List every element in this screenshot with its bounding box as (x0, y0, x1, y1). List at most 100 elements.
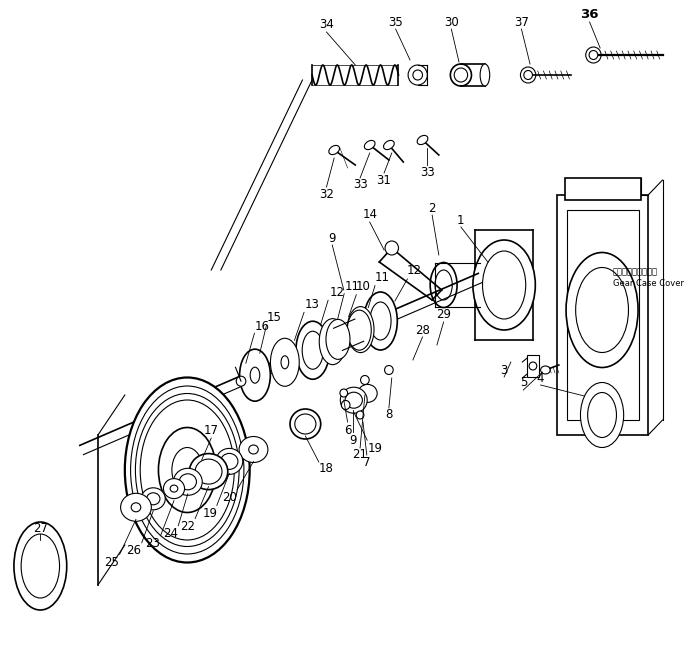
Bar (565, 178, 641, 200)
Ellipse shape (125, 377, 250, 562)
Ellipse shape (345, 392, 362, 408)
Ellipse shape (480, 64, 490, 86)
Ellipse shape (221, 453, 238, 470)
Text: 6: 6 (344, 424, 351, 436)
Ellipse shape (295, 414, 316, 434)
Text: 22: 22 (180, 520, 195, 533)
Ellipse shape (239, 436, 268, 462)
Ellipse shape (250, 367, 260, 383)
Text: 28: 28 (415, 323, 430, 336)
Ellipse shape (358, 385, 377, 402)
Ellipse shape (121, 493, 151, 521)
Ellipse shape (589, 50, 598, 59)
Ellipse shape (566, 253, 638, 368)
Text: 34: 34 (319, 18, 334, 31)
Ellipse shape (170, 485, 178, 492)
Ellipse shape (361, 375, 369, 385)
Ellipse shape (329, 146, 339, 155)
Ellipse shape (408, 65, 428, 85)
Text: 9: 9 (328, 232, 336, 244)
Ellipse shape (341, 400, 350, 409)
Text: 7: 7 (363, 456, 371, 468)
Ellipse shape (586, 47, 601, 63)
Text: 13: 13 (304, 298, 319, 311)
Ellipse shape (248, 445, 258, 454)
Ellipse shape (326, 319, 350, 359)
Ellipse shape (135, 394, 239, 547)
Ellipse shape (384, 366, 393, 375)
Ellipse shape (347, 307, 374, 353)
Ellipse shape (347, 310, 371, 350)
Text: 33: 33 (420, 167, 434, 180)
Ellipse shape (473, 240, 535, 330)
Ellipse shape (172, 447, 203, 492)
Ellipse shape (340, 387, 367, 413)
Ellipse shape (131, 503, 141, 512)
Text: 4: 4 (537, 372, 544, 385)
Text: 21: 21 (353, 449, 368, 462)
Ellipse shape (271, 338, 299, 387)
Text: 8: 8 (385, 409, 393, 421)
Ellipse shape (580, 383, 624, 447)
Ellipse shape (385, 241, 398, 255)
Text: 25: 25 (105, 556, 119, 569)
Ellipse shape (130, 386, 244, 554)
Ellipse shape (236, 376, 246, 386)
Ellipse shape (216, 449, 243, 474)
Text: 23: 23 (146, 537, 160, 550)
Text: Gear Case Cover: Gear Case Cover (613, 278, 684, 287)
Text: 19: 19 (203, 507, 218, 520)
Ellipse shape (140, 400, 235, 540)
Ellipse shape (174, 468, 202, 495)
Ellipse shape (290, 409, 321, 439)
Text: 35: 35 (388, 16, 403, 29)
Text: 37: 37 (514, 16, 529, 29)
Ellipse shape (435, 270, 452, 300)
Ellipse shape (281, 356, 289, 369)
Ellipse shape (524, 71, 532, 80)
Text: 29: 29 (436, 308, 451, 321)
Ellipse shape (370, 302, 391, 340)
Ellipse shape (356, 411, 364, 419)
Ellipse shape (146, 493, 160, 505)
Text: 11: 11 (374, 271, 389, 284)
Ellipse shape (529, 362, 536, 370)
Text: 31: 31 (377, 174, 391, 187)
Ellipse shape (541, 366, 550, 374)
Ellipse shape (179, 474, 196, 490)
Bar (557, 195, 648, 435)
Bar (566, 210, 638, 420)
Text: 1: 1 (457, 214, 465, 227)
Ellipse shape (142, 488, 165, 510)
Text: 19: 19 (367, 441, 382, 454)
Text: 24: 24 (163, 528, 178, 540)
Text: 30: 30 (444, 16, 459, 29)
Text: 5: 5 (520, 377, 527, 389)
Ellipse shape (384, 140, 394, 150)
Ellipse shape (352, 315, 369, 345)
Text: 20: 20 (222, 491, 237, 504)
Text: 32: 32 (319, 189, 334, 202)
Ellipse shape (364, 292, 397, 350)
Text: 10: 10 (355, 280, 371, 293)
Text: 11: 11 (344, 280, 359, 293)
Ellipse shape (14, 522, 67, 610)
Ellipse shape (239, 349, 271, 401)
Ellipse shape (302, 331, 323, 369)
Text: 9: 9 (350, 434, 357, 447)
Ellipse shape (413, 70, 423, 80)
Ellipse shape (450, 64, 471, 86)
Text: 12: 12 (407, 264, 421, 278)
Text: 18: 18 (319, 462, 334, 475)
Ellipse shape (189, 454, 228, 490)
Text: 12: 12 (329, 286, 344, 298)
Text: 33: 33 (353, 178, 367, 191)
Ellipse shape (163, 479, 185, 499)
Text: 27: 27 (33, 522, 48, 535)
Text: 36: 36 (580, 8, 599, 22)
Ellipse shape (417, 135, 428, 144)
Text: ギヤーケースカバー: ギヤーケースカバー (613, 268, 658, 276)
Text: 3: 3 (500, 364, 508, 377)
Ellipse shape (364, 140, 375, 150)
Ellipse shape (520, 67, 536, 83)
